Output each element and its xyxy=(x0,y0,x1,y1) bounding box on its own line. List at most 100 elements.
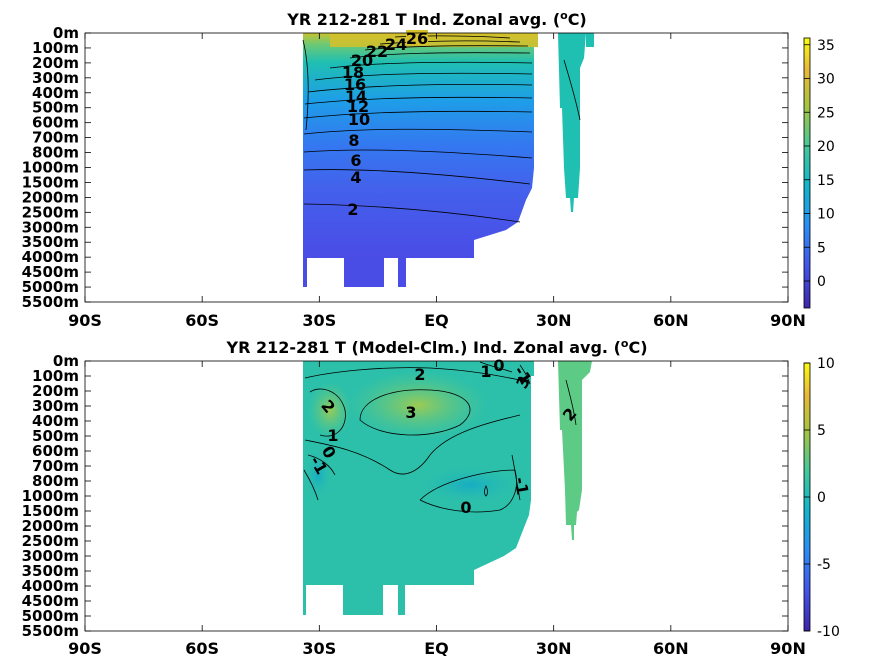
chart-2-title: YR 212-281 T (Model-Clm.) Ind. Zonal avg… xyxy=(225,337,647,357)
y-tick-label: 500m xyxy=(32,99,79,117)
colorbar-tick-label: 5 xyxy=(817,240,826,256)
chart-1-contours xyxy=(302,35,581,223)
contour-label-1a: 1 xyxy=(480,362,491,381)
y-tick-label: 4000m xyxy=(22,577,79,595)
chart-2-cool-anomaly-west xyxy=(304,449,332,501)
x-tick-label: EQ xyxy=(424,639,449,656)
y-tick-label: 2000m xyxy=(22,188,79,206)
y-tick-label: 3500m xyxy=(22,562,79,580)
y-tick-label: 100m xyxy=(32,39,79,57)
chart-1-deep-column-1 xyxy=(303,258,307,287)
contour-label-12: 12 xyxy=(347,97,369,116)
chart-1-field xyxy=(303,33,594,287)
contour-label-0c: 0 xyxy=(460,498,471,517)
chart-1-title: YR 212-281 T Ind. Zonal avg. (oC) xyxy=(286,9,587,29)
contour-label-20: 20 xyxy=(351,51,373,70)
y-tick-label: 5000m xyxy=(22,278,79,296)
contour-label-4: 4 xyxy=(350,168,361,187)
contour-label-14: 14 xyxy=(345,87,367,106)
y-tick-label: 3000m xyxy=(22,218,79,236)
contour-label-10: 10 xyxy=(348,110,370,129)
colorbar-tick-label: 10 xyxy=(817,207,835,223)
y-tick-label: 700m xyxy=(32,129,79,147)
y-tick-label: 1500m xyxy=(22,173,79,191)
x-tick-label: 90N xyxy=(770,311,806,330)
y-tick-label: 800m xyxy=(32,472,79,490)
y-tick-label: 600m xyxy=(32,442,79,460)
y-tick-label: 4000m xyxy=(22,248,79,266)
chart-1-deep-column-3 xyxy=(398,258,406,287)
colorbar-tick-label: -10 xyxy=(817,624,840,640)
chart-2-warm-anomaly xyxy=(348,371,488,439)
y-tick-label: 200m xyxy=(32,382,79,400)
x-tick-label: 90S xyxy=(68,639,102,656)
contour-label-22: 22 xyxy=(366,42,388,61)
contour-label-1b: 1 xyxy=(327,426,338,445)
contour-label-3b: 3 xyxy=(405,403,416,422)
y-tick-label: 2000m xyxy=(22,517,79,535)
y-tick-label: 2500m xyxy=(22,203,79,221)
x-tick-label: 30N xyxy=(536,639,572,656)
x-tick-label: 30S xyxy=(302,311,336,330)
y-tick-label: 1000m xyxy=(22,487,79,505)
x-tick-label: 60N xyxy=(653,311,689,330)
contour-label-26: 26 xyxy=(406,29,428,48)
contour-label-6: 6 xyxy=(350,151,361,170)
chart-2-warm-anomaly-south xyxy=(308,382,352,438)
x-tick-label: EQ xyxy=(424,311,449,330)
chart-panel-2: YR 212-281 T (Model-Clm.) Ind. Zonal avg… xyxy=(22,337,840,656)
y-tick-label: 4500m xyxy=(22,263,79,281)
chart-2-deep-column-2 xyxy=(343,585,383,615)
y-tick-label: 4500m xyxy=(22,592,79,610)
chart-2-deep-column-1 xyxy=(303,585,306,615)
y-tick-label: 100m xyxy=(32,367,79,385)
colorbar-tick-label: 25 xyxy=(817,105,835,121)
label-bg xyxy=(406,30,428,45)
contour-label-0a: 0 xyxy=(493,356,504,375)
chart-1-colorbar-bar xyxy=(803,37,811,309)
y-tick-label: 300m xyxy=(32,69,79,87)
x-tick-label: 90N xyxy=(770,639,806,656)
y-tick-label: 400m xyxy=(32,412,79,430)
y-tick-label: 400m xyxy=(32,84,79,102)
chart-2-deep-column-3 xyxy=(398,585,405,615)
y-tick-label: 200m xyxy=(32,54,79,72)
chart-1-deep-column-2 xyxy=(344,258,384,287)
chart-2-colorbar-ticks: -10 -5 0 5 10 xyxy=(804,356,840,640)
chart-1-colorbar-ticks: 0 5 10 15 20 25 30 35 xyxy=(804,38,835,290)
colorbar-tick-label: 0 xyxy=(817,490,826,506)
colorbar-tick-label: 10 xyxy=(817,356,835,372)
y-tick-label: 500m xyxy=(32,427,79,445)
contour-label-m1c: -1 xyxy=(511,476,533,497)
colorbar-tick-label: -5 xyxy=(817,557,831,573)
y-tick-label: 600m xyxy=(32,114,79,132)
colorbar-tick-label: 15 xyxy=(817,173,835,189)
colorbar-tick-label: 20 xyxy=(817,139,835,155)
chart-1-north-basin xyxy=(558,33,586,212)
colorbar-tick-label: 35 xyxy=(817,38,835,54)
chart-1-north-basin-2 xyxy=(586,33,594,47)
y-tick-label: 0m xyxy=(53,352,79,370)
y-tick-label: 3000m xyxy=(22,547,79,565)
contour-label-16: 16 xyxy=(344,75,366,94)
chart-1-ocean-section xyxy=(303,33,538,258)
contour-label-2a: 2 xyxy=(414,365,425,384)
x-tick-label: 60S xyxy=(185,639,219,656)
x-tick-label: 90S xyxy=(68,311,102,330)
y-tick-label: 800m xyxy=(32,144,79,162)
chart-1-colorbar: 0 5 10 15 20 25 30 35 xyxy=(803,37,835,309)
x-tick-label: 30N xyxy=(536,311,572,330)
y-tick-label: 0m xyxy=(53,24,79,42)
contour-label-8: 8 xyxy=(348,131,359,150)
chart-2-field xyxy=(303,361,592,615)
contour-label-2: 2 xyxy=(347,200,358,219)
y-tick-label: 700m xyxy=(32,457,79,475)
chart-1-ocean-south-warm xyxy=(330,33,538,47)
y-tick-label: 1500m xyxy=(22,502,79,520)
y-tick-label: 1000m xyxy=(22,159,79,177)
chart-panel-1: YR 212-281 T Ind. Zonal avg. (oC) xyxy=(22,9,835,330)
y-tick-label: 5500m xyxy=(22,622,79,640)
chart-2-north-basin xyxy=(558,361,592,540)
y-tick-label: 5000m xyxy=(22,607,79,625)
